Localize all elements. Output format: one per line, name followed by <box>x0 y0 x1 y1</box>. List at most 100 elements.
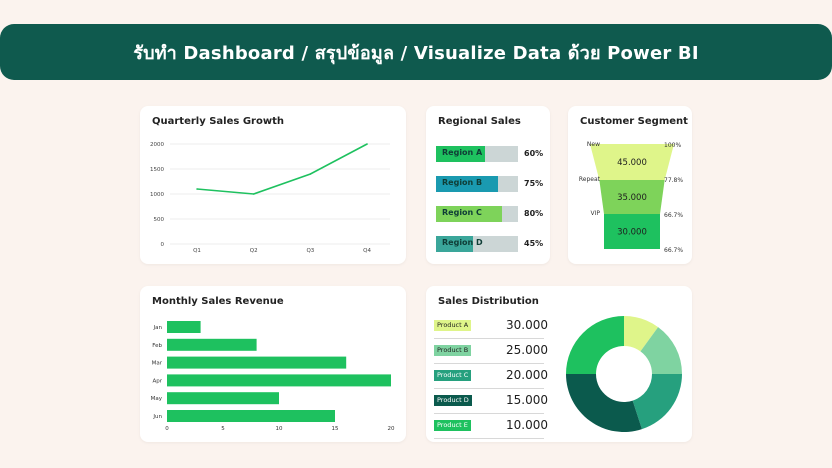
monthly-revenue-card: Monthly Sales Revenue Jan Feb Mar Apr May Jun… <box>140 286 406 442</box>
customer-segment-card: Customer Segment 45.000 35.000 30.000 New Re… <box>568 106 692 264</box>
region-percent: 80% <box>524 209 544 218</box>
product-value: 25.000 <box>506 343 548 357</box>
x-tick-label: 10 <box>276 426 283 432</box>
region-label: Region B <box>442 178 483 187</box>
product-value: 10.000 <box>506 418 548 432</box>
month-label: Jun <box>152 414 162 420</box>
funnel-stage <box>604 214 660 249</box>
region-percent: 75% <box>524 179 544 188</box>
funnel-stage <box>590 144 674 180</box>
funnel-stage <box>599 180 665 214</box>
month-label: Feb <box>152 343 162 349</box>
region-label: Region D <box>442 238 483 247</box>
y-tick-label: 1000 <box>150 192 164 198</box>
y-tick-label: 500 <box>154 217 165 223</box>
sales-distribution-title: Sales Distribution <box>438 296 539 307</box>
region-bar <box>436 176 498 192</box>
funnel-value-label: 30.000 <box>617 228 647 238</box>
donut-slice <box>566 316 624 374</box>
product-value: 20.000 <box>506 368 548 382</box>
donut-slice <box>640 327 682 374</box>
month-bar <box>167 374 391 387</box>
distribution-row: Product A 30.000 <box>434 316 548 339</box>
month-bar <box>167 356 347 369</box>
product-tag: Product A <box>434 320 472 331</box>
x-tick-label: 5 <box>221 426 225 432</box>
product-tag: Product B <box>434 345 472 356</box>
x-tick-label: Q2 <box>250 248 258 254</box>
funnel-category-label: New <box>587 141 600 148</box>
region-label: Region C <box>442 208 482 217</box>
region-track <box>436 146 518 162</box>
region-track <box>436 236 518 252</box>
customer-segment-title: Customer Segment <box>580 116 688 127</box>
region-row: Region C 80% <box>436 206 546 222</box>
funnel-percent-label: 66.7% <box>664 212 683 219</box>
data-point <box>196 188 198 190</box>
region-bar <box>436 206 502 222</box>
region-row: Region D 45% <box>436 236 546 252</box>
region-label: Region A <box>442 148 483 157</box>
y-tick-label: 0 <box>161 242 165 248</box>
product-tag: Product E <box>434 420 471 431</box>
quarterly-sales-chart: 0 500 1000 1500 2000 Q1 Q2 Q3 Q4 <box>150 142 390 254</box>
month-label: May <box>151 396 163 402</box>
page-title: รับทำ Dashboard / สรุปข้อมูล / Visualize… <box>133 42 699 64</box>
sales-distribution-donut <box>566 316 682 432</box>
x-tick-label: Q1 <box>193 248 201 254</box>
month-bar <box>167 410 335 422</box>
y-tick-label: 1500 <box>150 167 164 173</box>
distribution-row: Product E 10.000 <box>434 416 548 439</box>
regional-sales-title: Regional Sales <box>438 116 521 127</box>
region-percent: 60% <box>524 149 544 158</box>
donut-slice <box>624 316 659 352</box>
funnel-percent-label: 77.8% <box>664 177 683 184</box>
funnel-percent-label: 66.7% <box>664 247 683 254</box>
data-point <box>366 143 368 145</box>
product-value: 15.000 <box>506 393 548 407</box>
region-bar <box>436 236 473 252</box>
donut-slice <box>632 374 682 430</box>
month-label: Jan <box>153 325 163 331</box>
title-banner: รับทำ Dashboard / สรุปข้อมูล / Visualize… <box>0 24 832 80</box>
region-row: Region B 75% <box>436 176 546 192</box>
region-row: Region A 60% <box>436 146 546 162</box>
month-bar <box>167 321 201 333</box>
month-bar <box>167 392 279 405</box>
funnel-category-label: VIP <box>591 210 601 217</box>
data-point <box>252 193 255 195</box>
funnel-value-label: 35.000 <box>617 193 647 203</box>
distribution-row: Product C 20.000 <box>434 366 548 389</box>
distribution-row: Product B 25.000 <box>434 341 548 364</box>
monthly-revenue-title: Monthly Sales Revenue <box>152 296 284 307</box>
distribution-row: Product D 15.000 <box>434 391 548 414</box>
data-point <box>309 173 312 175</box>
month-bar <box>167 338 257 351</box>
region-percent: 45% <box>524 239 544 248</box>
region-track <box>436 206 518 222</box>
sales-line <box>196 143 368 195</box>
x-tick-label: 15 <box>332 426 339 432</box>
funnel-percent-label: 100% <box>664 142 681 149</box>
y-tick-label: 2000 <box>150 142 164 148</box>
donut-slice <box>566 374 642 432</box>
region-track <box>436 176 518 192</box>
x-tick-label: Q4 <box>363 248 371 254</box>
x-tick-label: 20 <box>388 426 395 432</box>
month-label: Mar <box>152 361 163 367</box>
month-label: Apr <box>152 378 162 384</box>
region-bar <box>436 146 486 162</box>
quarterly-sales-card: Quarterly Sales Growth 0 500 1000 1500 2000 Q… <box>140 106 406 264</box>
product-value: 30.000 <box>506 318 548 332</box>
funnel-value-label: 45.000 <box>617 158 647 168</box>
customer-segment-chart: 45.000 35.000 30.000 New Repeat VIP 100% 77.8% 6… <box>579 141 683 254</box>
funnel-category-label: Repeat <box>579 176 601 183</box>
quarterly-sales-title: Quarterly Sales Growth <box>152 116 284 127</box>
x-tick-label: 0 <box>165 426 169 432</box>
regional-sales-card: Regional Sales Region A 60% Region B 75% Reg… <box>426 106 550 264</box>
product-tag: Product C <box>434 370 472 381</box>
product-tag: Product D <box>434 395 472 406</box>
sales-distribution-card: Sales Distribution Product A 30.000 Produc… <box>426 286 692 442</box>
x-tick-label: Q3 <box>306 248 314 254</box>
